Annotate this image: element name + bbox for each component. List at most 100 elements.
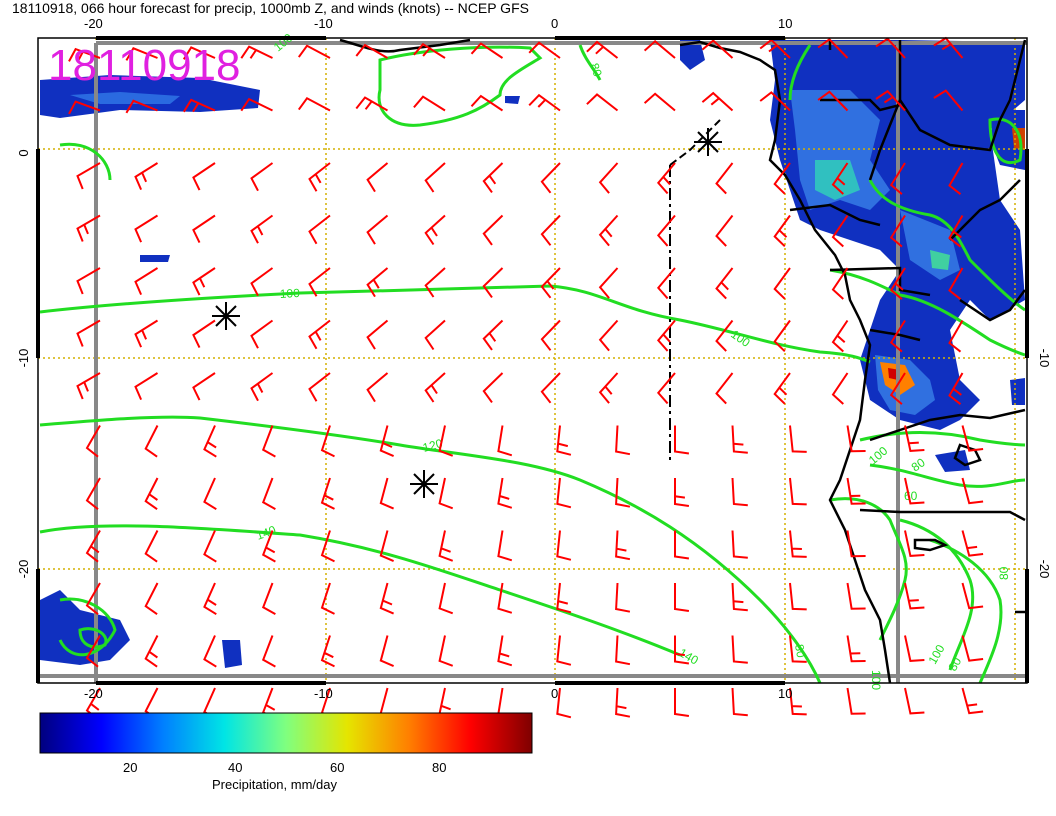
wind-barb	[261, 530, 276, 563]
wind-barb	[904, 687, 925, 715]
wind-barb	[948, 162, 964, 195]
wind-barb	[379, 477, 394, 510]
wind-barb	[540, 319, 561, 351]
wind-barb	[470, 42, 504, 59]
wind-barb	[773, 214, 791, 248]
wind-barb	[773, 162, 791, 195]
wind-barb	[556, 477, 572, 509]
wind-barb	[789, 477, 807, 506]
wind-barb	[250, 372, 274, 402]
wind-barb	[789, 687, 807, 716]
wind-barb	[379, 635, 394, 668]
wind-barb	[656, 372, 676, 405]
axis-ticks-right: -10 -20	[1037, 349, 1052, 579]
colorbar-ticks: 20 40 60 80	[123, 760, 446, 775]
wind-barb	[144, 582, 159, 616]
wind-barb	[240, 45, 273, 59]
wind-barb	[68, 47, 101, 62]
wind-barb	[413, 42, 446, 59]
wind-barb	[715, 319, 734, 352]
wind-barb	[182, 46, 216, 60]
wind-barb	[250, 267, 274, 297]
contour-label: 80	[945, 655, 964, 674]
wind-barb	[715, 267, 734, 300]
wind-barb	[656, 319, 676, 352]
wind-barb	[674, 478, 690, 507]
wind-barb	[889, 372, 906, 405]
colorbar-tick: 80	[432, 760, 446, 775]
wind-barb	[598, 267, 619, 299]
wind-barb	[540, 372, 561, 404]
wind-barb	[134, 372, 159, 401]
tick-label: -20	[84, 16, 103, 31]
wind-barb	[261, 582, 276, 615]
wind-barb	[643, 39, 676, 59]
wind-barb	[773, 267, 791, 300]
wind-barb	[482, 372, 504, 403]
wind-barb	[556, 687, 572, 719]
wind-barb	[144, 425, 159, 458]
wind-barb	[424, 267, 446, 298]
tick-label: -10	[314, 16, 333, 31]
wind-barb	[366, 214, 389, 245]
wind-barb	[134, 162, 159, 191]
wind-barb	[586, 93, 619, 112]
wind-barb	[438, 582, 454, 615]
wind-barb	[615, 530, 631, 561]
wind-barb	[497, 582, 513, 614]
wind-barb	[904, 582, 925, 610]
wind-barb	[831, 372, 849, 405]
wind-barb	[297, 97, 331, 112]
wind-barb	[261, 477, 276, 510]
wind-barb	[68, 100, 101, 115]
wind-barb	[482, 267, 504, 298]
wind-barb	[144, 477, 159, 511]
wind-barb	[674, 688, 690, 717]
wind-barb	[540, 267, 561, 299]
wind-barb	[831, 162, 849, 195]
wind-barb	[731, 425, 748, 454]
wind-barb	[904, 635, 925, 662]
wind-barb	[203, 530, 217, 563]
wind-barb	[817, 90, 849, 112]
wind-barb	[438, 530, 454, 562]
tick-label: -10	[1037, 349, 1052, 368]
contour-label: 140	[254, 523, 278, 543]
wind-barb	[961, 582, 984, 610]
wind-barb	[497, 425, 513, 457]
wind-barb	[789, 425, 807, 453]
wind-barb	[540, 162, 561, 194]
wind-barb	[846, 425, 866, 453]
precip-area	[680, 40, 705, 70]
wind-barb	[715, 372, 734, 405]
wind-barb	[948, 319, 964, 353]
wind-barb	[366, 319, 389, 350]
wind-barb	[85, 477, 101, 510]
wind-barb	[320, 530, 335, 563]
colorbar	[39, 712, 533, 754]
wind-barb	[144, 635, 159, 668]
tick-label: 10	[778, 16, 792, 31]
wind-barb	[731, 477, 748, 507]
wind-barb	[76, 214, 101, 242]
wind-barb	[320, 425, 335, 458]
colorbar-tick: 20	[123, 760, 137, 775]
wind-barb	[615, 425, 631, 456]
colorbar-tick: 60	[330, 760, 344, 775]
wind-barb	[904, 530, 925, 557]
wind-barb	[482, 162, 504, 193]
wind-barb	[413, 95, 446, 112]
wind-barb	[320, 635, 335, 668]
axis-ticks-left: 0 -10 -20	[16, 149, 31, 578]
wind-barb	[615, 582, 631, 613]
wind-barb	[615, 687, 631, 718]
wind-barb	[773, 319, 791, 353]
wind-barb	[789, 530, 807, 558]
wind-barb	[598, 162, 619, 194]
wind-barb	[889, 214, 906, 248]
wind-barb	[759, 91, 791, 112]
wind-barb	[125, 47, 158, 61]
axis-ticks-top: -20 -10 0 10	[84, 16, 792, 31]
map-title: 18110918, 066 hour forecast for precip, …	[12, 0, 529, 16]
wind-barb	[540, 214, 561, 246]
